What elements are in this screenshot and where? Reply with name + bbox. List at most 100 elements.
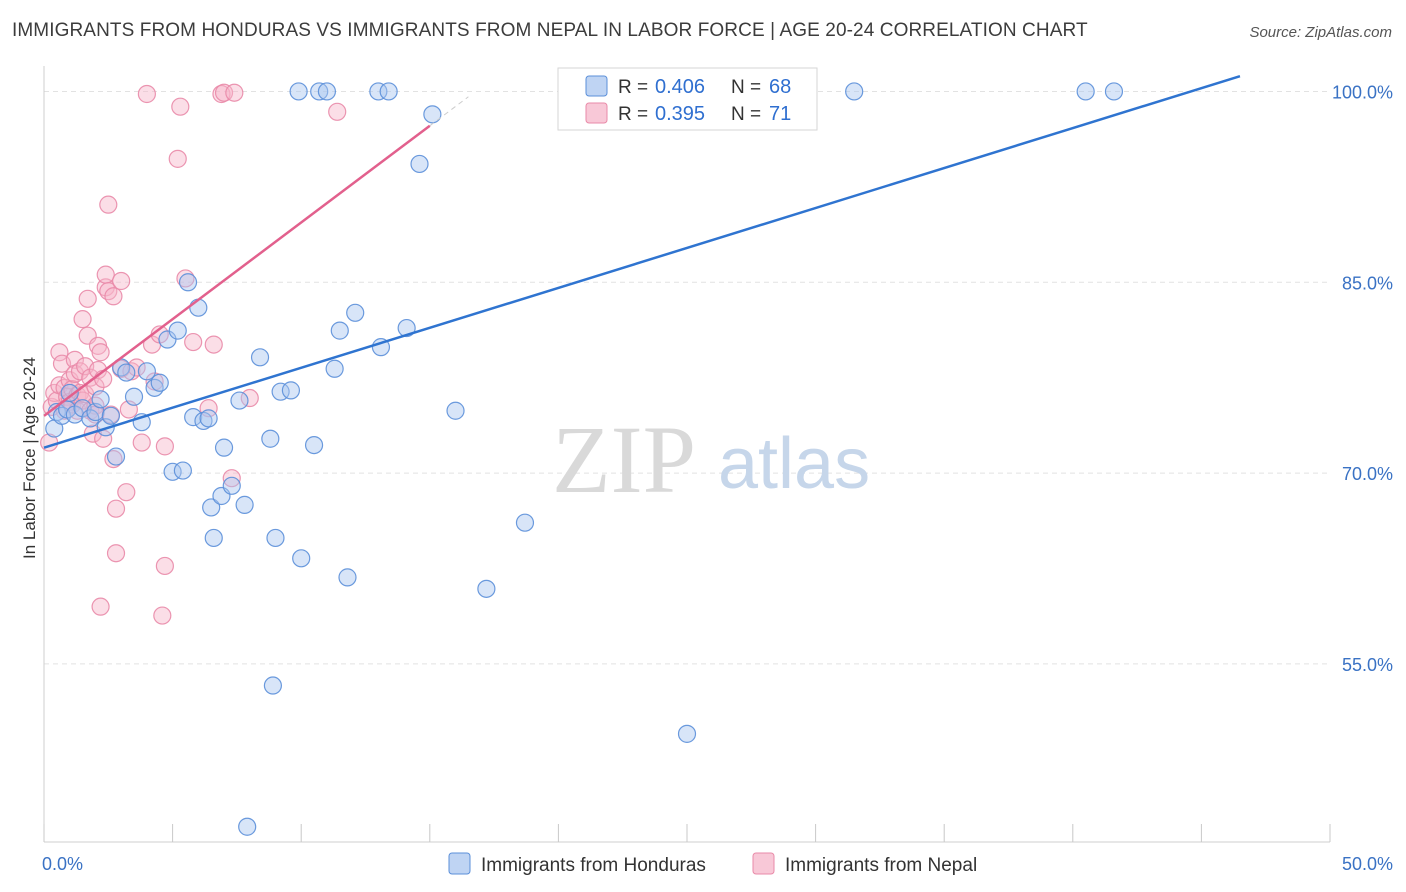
nepal-point-41	[99, 282, 118, 301]
nepal-point-70	[225, 83, 244, 102]
honduras-point-35	[235, 495, 254, 514]
honduras-point-17	[137, 362, 156, 381]
honduras-point-18	[145, 378, 164, 397]
honduras-point-67	[1104, 82, 1124, 101]
nepal-point-44	[104, 287, 123, 306]
axis-layer	[43, 66, 1331, 843]
honduras-point-52	[369, 82, 388, 101]
bottom-legend-label-honduras: Immigrants from Honduras	[481, 855, 706, 876]
nepal-point-61	[168, 149, 187, 168]
watermark: ZIP atlas	[552, 406, 870, 513]
nepal-point-58	[153, 606, 172, 625]
nepal-point-47	[112, 271, 131, 291]
honduras-point-48	[325, 359, 344, 378]
honduras-point-15	[124, 387, 144, 406]
y-tick-label-1: 85.0%	[1342, 273, 1393, 293]
honduras-point-46	[310, 82, 329, 101]
series-legend: Immigrants from Honduras Immigrants from…	[448, 852, 977, 876]
legend-n-value-honduras: 68	[769, 76, 791, 98]
honduras-point-26	[189, 298, 208, 317]
y-axis-title: In Labor Force | Age 20-24	[20, 357, 39, 559]
honduras-point-66	[1076, 82, 1095, 101]
legend-r-value-honduras: 0.406	[655, 76, 705, 98]
honduras-point-56	[410, 154, 429, 174]
watermark-atlas: atlas	[718, 424, 870, 504]
honduras-point-27	[194, 411, 213, 431]
nepal-point-72	[328, 102, 347, 121]
honduras-point-45	[304, 435, 324, 455]
honduras-point-23	[173, 461, 192, 480]
nepal-point-43	[104, 449, 123, 469]
nepal-point-5	[50, 343, 69, 362]
x-tick-label-1: 50.0%	[1342, 854, 1393, 874]
legend-n-value-nepal: 71	[769, 103, 791, 125]
nepal-point-15	[65, 364, 84, 383]
nepal-point-46	[106, 499, 126, 518]
trend-layer	[43, 74, 1241, 449]
bottom-legend-swatch-honduras	[448, 852, 471, 875]
honduras-point-51	[346, 303, 365, 322]
honduras-point-44	[292, 549, 311, 568]
x-tick-label-0: 0.0%	[42, 854, 83, 874]
nepal-point-18	[70, 362, 90, 381]
honduras-point-14	[117, 363, 136, 382]
source-credit: Source: ZipAtlas.com	[1249, 24, 1392, 41]
nepal-point-62	[171, 97, 190, 116]
nepal-trend-line	[43, 124, 431, 417]
honduras-point-24	[178, 273, 198, 292]
legend-r-label-nepal: R =	[618, 104, 648, 125]
series-honduras-points	[45, 82, 1124, 836]
grid-layer	[44, 90, 1330, 665]
y-tick-label-0: 100.0%	[1332, 82, 1393, 102]
bottom-legend-label-nepal: Immigrants from Nepal	[785, 855, 977, 876]
nepal-point-66	[204, 335, 223, 354]
legend-n-label-honduras: N =	[731, 77, 761, 98]
tick-label-layer: 100.0% 85.0% 70.0% 55.0% 0.0% 50.0%	[42, 82, 1393, 874]
nepal-point-14	[65, 350, 84, 369]
honduras-point-62	[677, 724, 697, 743]
honduras-point-22	[168, 321, 187, 340]
honduras-point-37	[250, 348, 270, 367]
nepal-point-36	[94, 369, 113, 389]
nepal-point-69	[222, 469, 241, 488]
nepal-point-35	[91, 597, 110, 616]
correlation-legend: R = 0.406 N = 68 R = 0.395 N = 71	[557, 67, 818, 131]
honduras-point-55	[397, 318, 416, 338]
y-tick-label-3: 55.0%	[1342, 655, 1393, 675]
honduras-point-12	[106, 447, 126, 466]
nepal-point-39	[96, 265, 115, 284]
honduras-point-29	[202, 498, 221, 517]
honduras-point-43	[289, 82, 308, 101]
honduras-point-19	[150, 373, 169, 392]
nepal-point-40	[99, 195, 118, 214]
honduras-point-33	[222, 476, 241, 495]
nepal-point-21	[73, 310, 92, 329]
nepal-point-59	[155, 437, 174, 456]
nepal-point-27	[81, 368, 100, 387]
honduras-point-42	[281, 381, 301, 400]
honduras-point-57	[423, 105, 442, 124]
honduras-point-59	[477, 579, 496, 598]
honduras-point-54	[379, 82, 398, 101]
honduras-point-11	[101, 406, 120, 425]
honduras-point-50	[338, 568, 357, 587]
bottom-legend-swatch-nepal	[752, 852, 775, 875]
legend-n-label-nepal: N =	[731, 104, 761, 125]
legend-swatch-honduras	[585, 75, 608, 97]
honduras-point-34	[230, 391, 249, 410]
honduras-point-25	[184, 408, 203, 427]
honduras-point-58	[446, 401, 465, 420]
honduras-trend-line	[43, 74, 1241, 449]
legend-r-label-honduras: R =	[618, 77, 648, 98]
nepal-trend-extension	[429, 96, 469, 127]
nepal-point-53	[132, 433, 151, 452]
honduras-point-40	[266, 528, 285, 548]
honduras-point-38	[261, 429, 280, 448]
honduras-point-47	[317, 82, 337, 101]
y-tick-label-2: 70.0%	[1342, 464, 1393, 484]
honduras-point-36	[238, 817, 257, 836]
nepal-point-64	[184, 332, 203, 352]
nepal-point-52	[127, 358, 146, 377]
nepal-point-54	[137, 84, 156, 104]
